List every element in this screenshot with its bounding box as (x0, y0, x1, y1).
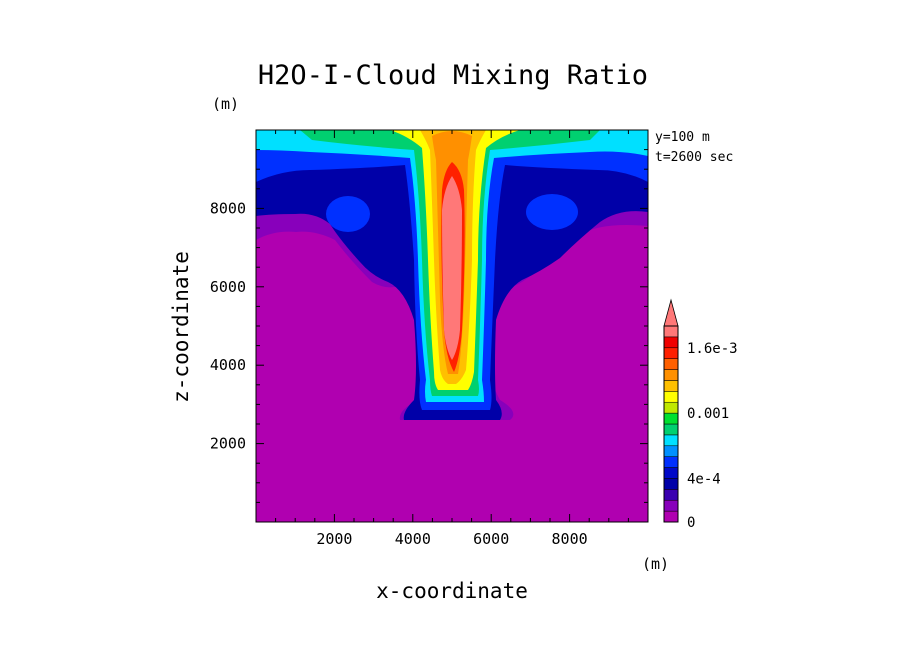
info-line-t: t=2600 sec (655, 150, 733, 165)
colorbar-segment (663, 336, 679, 349)
colorbar-tick-label: 0 (687, 515, 695, 531)
colorbar-tick-label: 4e-4 (687, 471, 721, 487)
colorbar-segment (663, 325, 679, 338)
colorbar-segment (663, 510, 679, 523)
axis-ticks (256, 130, 648, 522)
colorbar-segment (663, 499, 679, 512)
y-tick-label: 4000 (210, 356, 246, 374)
y-tick-label: 6000 (210, 278, 246, 296)
colorbar-segment (663, 478, 679, 490)
chart-title: H2O-I-Cloud Mixing Ratio (258, 60, 648, 91)
colorbar-tick-label: 1.6e-3 (687, 341, 738, 357)
x-tick-label: 2000 (316, 530, 352, 548)
x-tick-label: 6000 (473, 530, 509, 548)
y-tick-labels: 2000 4000 6000 8000 (210, 199, 246, 452)
colorbar-frame (663, 325, 679, 523)
colorbar-segment (663, 380, 679, 392)
colorbar-segment (663, 369, 679, 381)
colorbar-segment (663, 358, 679, 370)
contour-level-3-left-blob (326, 196, 370, 232)
colorbar (663, 298, 679, 523)
x-unit-label: (m) (642, 555, 669, 573)
x-tick-labels: 2000 4000 6000 8000 (316, 530, 587, 548)
y-tick-label: 8000 (210, 199, 246, 217)
contour-level-10 (442, 176, 462, 360)
colorbar-segment (663, 434, 679, 447)
x-tick-label: 8000 (552, 530, 588, 548)
colorbar-segment (663, 412, 679, 425)
y-tick-label: 2000 (210, 435, 246, 453)
x-tick-label: 4000 (395, 530, 431, 548)
y-unit-label: (m) (212, 95, 239, 113)
x-axis-label: x-coordinate (376, 579, 528, 603)
y-axis-label: z-coordinate (169, 251, 193, 403)
colorbar-segment (663, 347, 679, 359)
colorbar-segment (663, 456, 679, 468)
colorbar-labels: 0 4e-4 0.001 1.6e-3 (687, 341, 738, 531)
colorbar-segment (663, 445, 679, 457)
contour-level-3-right-blob (526, 194, 578, 230)
colorbar-segment (663, 423, 679, 436)
colorbar-tick-label: 0.001 (687, 406, 729, 422)
colorbar-segment (663, 391, 679, 403)
colorbar-segment (663, 489, 679, 501)
colorbar-segment (663, 401, 679, 414)
colorbar-segment (663, 467, 679, 479)
info-line-y: y=100 m (655, 130, 710, 145)
colorbar-extend-triangle (663, 298, 679, 327)
contour-field (256, 130, 648, 522)
